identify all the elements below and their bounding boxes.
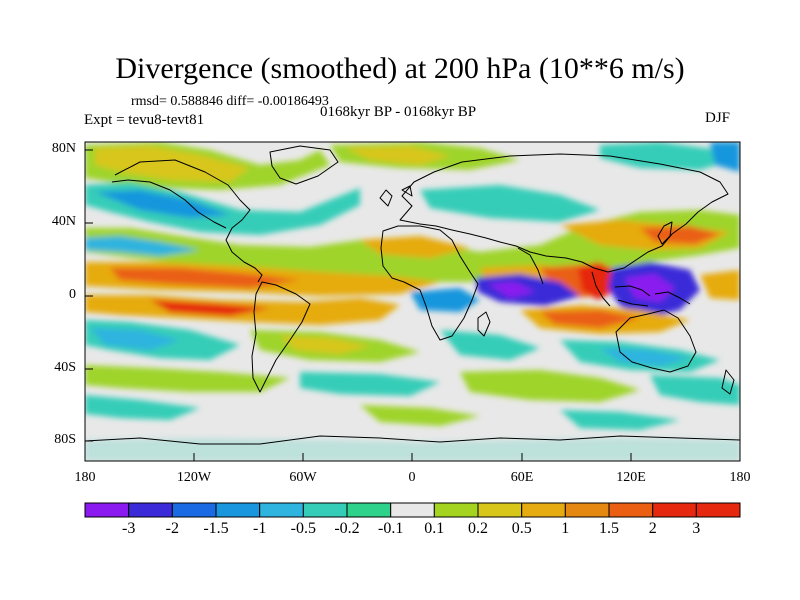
period-label: 0168kyr BP - 0168kyr BP	[320, 104, 477, 120]
greenland-coast	[269, 145, 339, 185]
new-zealand-coast	[721, 369, 735, 395]
australia-coast	[615, 309, 697, 373]
colorbar-swatch	[390, 502, 435, 518]
colorbar-level-label: 3	[692, 520, 701, 537]
experiment-label: Expt = tevu8-tevt81	[84, 112, 205, 128]
map-field	[85, 142, 740, 461]
colorbar-swatch	[84, 502, 130, 518]
north-america-west-coast	[111, 179, 227, 229]
chart-title: Divergence (smoothed) at 200 hPa (10**6 …	[115, 52, 685, 85]
lat-label-80s: 80S	[54, 432, 76, 447]
colorbar-swatch	[346, 502, 392, 518]
colorbar-level-label: 1	[561, 520, 570, 537]
lat-label-80n: 80N	[51, 141, 76, 156]
lat-label-0: 0	[69, 287, 76, 302]
south-america-coast	[251, 281, 311, 393]
eurasia-coast	[399, 153, 729, 273]
british-isles-coast	[379, 185, 413, 207]
madagascar-coast	[477, 311, 491, 337]
colorbar-level-label: 2	[648, 520, 657, 537]
colorbar-level-label: -1	[253, 520, 267, 537]
lon-label-0: 0	[408, 470, 416, 485]
africa-coast	[380, 225, 479, 341]
colorbar-level-label: 0.2	[468, 520, 488, 537]
season-label: DJF	[705, 110, 731, 126]
colorbar-swatch	[564, 502, 610, 518]
colorbar-level-label: 1.5	[599, 520, 619, 537]
divergence-field-shading	[85, 142, 740, 461]
colorbar-swatch	[302, 502, 348, 518]
lon-label-180w: 180	[74, 470, 96, 485]
colorbar-level-label: -3	[122, 520, 136, 537]
colorbar-level-label: -2	[165, 520, 179, 537]
statistics-text: rmsd= 0.588846 diff= -0.00186493	[131, 94, 329, 109]
colorbar-swatch	[215, 502, 261, 518]
colorbar-swatch	[695, 502, 741, 518]
north-america-coast	[114, 159, 263, 283]
colorbar-level-label: -0.1	[378, 520, 404, 537]
japan-coast	[657, 221, 673, 245]
colorbar-level-label: -1.5	[203, 520, 229, 537]
lat-label-40s: 40S	[54, 360, 76, 375]
antarctica-coast	[85, 435, 740, 445]
coastlines	[85, 145, 740, 445]
colorbar-swatch	[259, 502, 304, 518]
colorbar	[84, 502, 741, 518]
lat-label-40n: 40N	[51, 214, 76, 229]
malay-peninsula-coast	[591, 271, 611, 307]
colorbar-swatch	[608, 502, 654, 518]
colorbar-level-label: -0.5	[290, 520, 316, 537]
colorbar-swatch	[128, 502, 173, 518]
india-coast	[517, 247, 544, 285]
colorbar-level-label: 0.5	[511, 520, 532, 537]
colorbar-swatch	[521, 502, 566, 518]
colorbar-swatch	[652, 502, 697, 518]
colorbar-swatch	[433, 502, 479, 518]
lon-label-120w: 120W	[176, 470, 212, 485]
lon-label-60w: 60W	[289, 470, 317, 485]
colorbar-swatch	[171, 502, 217, 518]
axis-ticks	[84, 149, 741, 461]
lon-label-180e: 180	[729, 470, 751, 485]
colorbar-level-label: -0.2	[334, 520, 360, 537]
colorbar-level-label: 0.1	[424, 520, 445, 537]
lon-label-60e: 60E	[510, 470, 534, 485]
maritime-continent-coast	[614, 285, 691, 307]
lon-label-120e: 120E	[616, 470, 646, 485]
colorbar-swatch	[477, 502, 523, 518]
